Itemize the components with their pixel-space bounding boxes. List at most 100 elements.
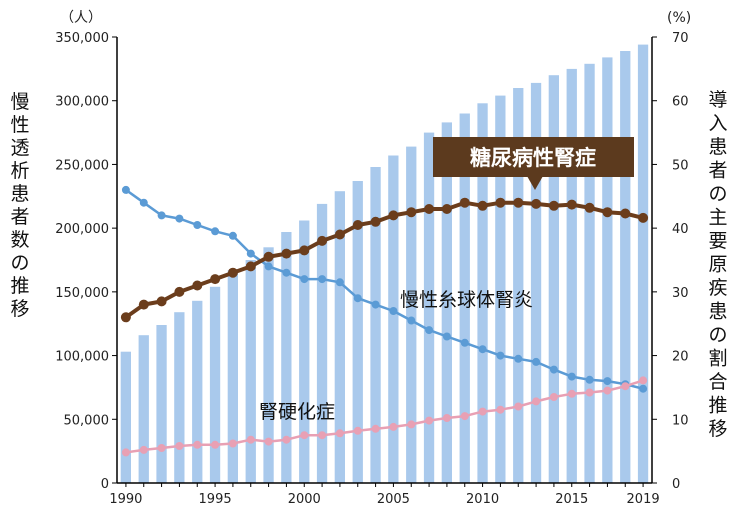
point-0-2005 (388, 210, 399, 221)
point-1-2002 (335, 278, 344, 287)
point-0-2006 (406, 207, 417, 218)
callout-box (433, 137, 634, 177)
left-tick-label: 0 (101, 477, 109, 492)
point-0-2015 (566, 199, 577, 210)
right-tick-label: 70 (672, 31, 689, 46)
point-2-1998 (264, 437, 273, 446)
bar-2018 (620, 51, 631, 483)
x-tick-label: 2000 (288, 492, 321, 507)
point-2-2001 (318, 431, 327, 440)
bar-2006 (406, 146, 417, 483)
point-1-2014 (549, 365, 558, 374)
point-2-2015 (567, 389, 576, 398)
point-1-2008 (442, 332, 451, 341)
point-1-1992 (157, 211, 166, 220)
bar-2002 (334, 191, 345, 483)
point-0-2004 (370, 216, 381, 227)
point-0-2007 (424, 204, 435, 214)
right-axis-unit: (%) (667, 10, 691, 26)
bar-1996 (227, 270, 238, 483)
bar-2012 (513, 88, 524, 483)
point-0-2017 (602, 207, 613, 218)
left-tick-label: 100,000 (55, 350, 109, 365)
bar-2001 (316, 203, 328, 483)
point-2-1999 (282, 435, 291, 444)
series-line-0 (124, 200, 644, 319)
series-2 (121, 376, 648, 457)
point-0-1992 (156, 296, 167, 307)
point-2-1994 (193, 440, 202, 449)
bar-1994 (192, 300, 203, 483)
bar-2009 (459, 113, 470, 483)
bar-2016 (584, 63, 595, 484)
point-2-1996 (228, 439, 237, 448)
series-1 (121, 185, 648, 393)
bar-1997 (245, 260, 256, 483)
bar-1990 (120, 351, 131, 483)
point-0-2010 (477, 200, 488, 211)
bar-1999 (281, 232, 292, 483)
bar-2013 (530, 82, 542, 484)
callout-pointer (527, 176, 543, 190)
right-axis-title: 導入患者の主要原疾患の割合推移 (708, 89, 727, 440)
bar-1998 (263, 247, 274, 483)
left-axis-title: 慢性透析患者数の推移 (10, 91, 29, 320)
point-0-2019 (638, 212, 649, 223)
point-2-2013 (532, 397, 541, 406)
point-1-2006 (407, 316, 416, 325)
point-0-1998 (263, 251, 274, 262)
point-1-1996 (228, 231, 237, 240)
bar-2003 (352, 181, 363, 483)
point-0-2011 (495, 197, 506, 208)
left-tick-label: 200,000 (55, 222, 109, 237)
point-0-2003 (352, 220, 363, 230)
point-2-2009 (460, 412, 469, 421)
point-2-2007 (425, 416, 434, 425)
point-2-2011 (496, 405, 505, 414)
point-0-2012 (513, 197, 524, 208)
bar-2000 (299, 220, 310, 483)
point-1-2000 (300, 275, 309, 284)
x-tick-label: 2015 (555, 492, 588, 507)
point-0-2001 (317, 235, 328, 246)
point-2-2005 (389, 422, 398, 431)
lines-layer (120, 185, 649, 457)
point-1-2010 (478, 345, 487, 354)
left-tick-label: 350,000 (55, 31, 109, 46)
point-2-2006 (407, 420, 416, 429)
point-0-2009 (459, 197, 470, 208)
right-tick-label: 10 (672, 413, 689, 428)
left-tick-label: 50,000 (64, 413, 110, 428)
callout-diabetic-nephropathy: 糖尿病性腎症 (433, 137, 634, 190)
point-0-2008 (441, 204, 452, 214)
right-tick-label: 40 (672, 222, 689, 237)
point-0-1996 (227, 267, 238, 278)
x-tick-label: 2005 (377, 492, 410, 507)
left-tick-label: 250,000 (55, 158, 109, 173)
point-2-2018 (621, 382, 630, 391)
point-1-2016 (585, 375, 594, 384)
axes-layer: 0 50,000 100,000 150,000 200,000 250,000 300,0… (10, 31, 727, 507)
point-2-1992 (157, 444, 166, 452)
point-1-2007 (425, 326, 434, 335)
point-0-2018 (620, 208, 631, 219)
bar-2010 (477, 103, 488, 484)
right-tick-label: 30 (672, 286, 689, 301)
point-2-2010 (478, 407, 487, 416)
point-1-1994 (193, 221, 202, 229)
right-tick-label: 20 (672, 350, 689, 365)
point-1-2015 (567, 372, 576, 381)
point-2-2002 (335, 429, 344, 438)
point-0-2014 (548, 200, 559, 211)
point-1-1993 (175, 214, 184, 223)
labels-layer: （人） (%) 慢性糸球体腎炎 腎硬化症 糖尿病性腎症 (60, 10, 691, 423)
bar-1991 (138, 335, 149, 483)
point-2-2017 (603, 386, 612, 395)
x-tick-label: 2010 (466, 492, 499, 507)
bar-1995 (209, 286, 221, 483)
x-tick-label: 1995 (199, 492, 232, 507)
point-2-1990 (121, 448, 130, 457)
x-tick-label: 1990 (109, 492, 142, 507)
bar-2011 (495, 95, 506, 483)
